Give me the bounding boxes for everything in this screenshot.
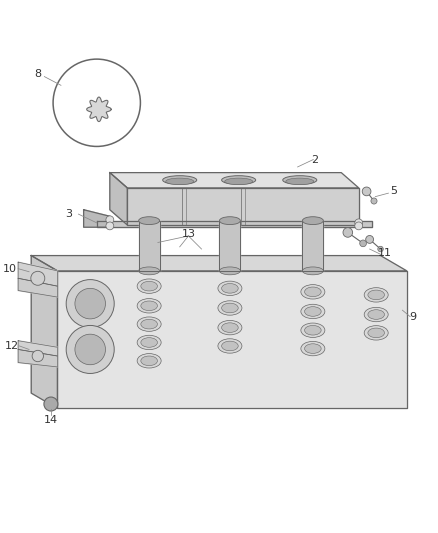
Ellipse shape — [139, 217, 159, 224]
Ellipse shape — [218, 339, 242, 353]
Text: 10: 10 — [4, 264, 17, 273]
Ellipse shape — [137, 298, 161, 313]
Ellipse shape — [137, 353, 161, 368]
Polygon shape — [31, 256, 57, 408]
Ellipse shape — [137, 279, 161, 293]
Ellipse shape — [141, 338, 157, 348]
Circle shape — [75, 288, 106, 319]
Circle shape — [75, 334, 106, 365]
Ellipse shape — [219, 267, 240, 275]
Text: 11: 11 — [378, 248, 392, 259]
Circle shape — [355, 219, 363, 227]
Circle shape — [360, 240, 367, 247]
Text: 14: 14 — [44, 415, 58, 425]
Ellipse shape — [301, 341, 325, 356]
Circle shape — [44, 397, 58, 411]
Text: 8: 8 — [34, 69, 41, 79]
Circle shape — [371, 198, 377, 204]
Text: 12: 12 — [4, 341, 19, 351]
Ellipse shape — [137, 317, 161, 332]
Ellipse shape — [283, 176, 317, 184]
Ellipse shape — [301, 323, 325, 337]
Ellipse shape — [137, 335, 161, 350]
Ellipse shape — [218, 301, 242, 315]
Text: 5: 5 — [390, 187, 397, 196]
Circle shape — [366, 236, 374, 244]
Ellipse shape — [166, 178, 194, 184]
Ellipse shape — [141, 281, 157, 291]
Polygon shape — [84, 210, 110, 227]
Polygon shape — [18, 262, 57, 286]
Circle shape — [31, 271, 45, 285]
Ellipse shape — [304, 306, 321, 316]
Circle shape — [66, 280, 114, 328]
Ellipse shape — [218, 281, 242, 295]
Circle shape — [343, 228, 353, 237]
Ellipse shape — [302, 217, 323, 224]
Ellipse shape — [141, 356, 157, 366]
Circle shape — [378, 246, 383, 252]
Polygon shape — [127, 188, 359, 225]
Circle shape — [106, 216, 114, 224]
Polygon shape — [302, 221, 323, 271]
Polygon shape — [87, 97, 111, 122]
Ellipse shape — [364, 288, 388, 302]
Ellipse shape — [304, 326, 321, 335]
Polygon shape — [31, 256, 407, 271]
Circle shape — [362, 187, 371, 196]
Text: 2: 2 — [311, 155, 318, 165]
Ellipse shape — [301, 304, 325, 319]
Polygon shape — [219, 221, 240, 271]
Ellipse shape — [286, 178, 314, 184]
Ellipse shape — [368, 290, 385, 300]
Ellipse shape — [222, 341, 238, 351]
Text: 13: 13 — [181, 229, 195, 239]
Ellipse shape — [141, 319, 157, 329]
Ellipse shape — [302, 267, 323, 275]
Ellipse shape — [304, 287, 321, 297]
Circle shape — [106, 222, 114, 230]
Polygon shape — [97, 221, 372, 227]
Ellipse shape — [304, 344, 321, 353]
Polygon shape — [139, 221, 159, 271]
Ellipse shape — [364, 308, 388, 322]
Ellipse shape — [218, 320, 242, 335]
Ellipse shape — [301, 285, 325, 299]
Ellipse shape — [225, 178, 253, 184]
Polygon shape — [110, 173, 359, 188]
Text: 9: 9 — [410, 312, 417, 322]
Ellipse shape — [222, 303, 238, 313]
Circle shape — [32, 350, 43, 362]
Polygon shape — [57, 271, 407, 408]
Ellipse shape — [222, 284, 238, 293]
Text: 3: 3 — [65, 209, 72, 219]
Ellipse shape — [162, 176, 197, 184]
Ellipse shape — [222, 323, 238, 333]
Ellipse shape — [364, 326, 388, 340]
Ellipse shape — [368, 310, 385, 319]
Ellipse shape — [139, 267, 159, 275]
Polygon shape — [18, 350, 57, 367]
Circle shape — [66, 326, 114, 374]
Circle shape — [355, 222, 363, 230]
Polygon shape — [110, 173, 127, 225]
Ellipse shape — [219, 217, 240, 224]
Ellipse shape — [222, 176, 256, 184]
Ellipse shape — [141, 301, 157, 311]
Polygon shape — [18, 278, 57, 297]
Ellipse shape — [368, 328, 385, 338]
Polygon shape — [18, 341, 57, 356]
